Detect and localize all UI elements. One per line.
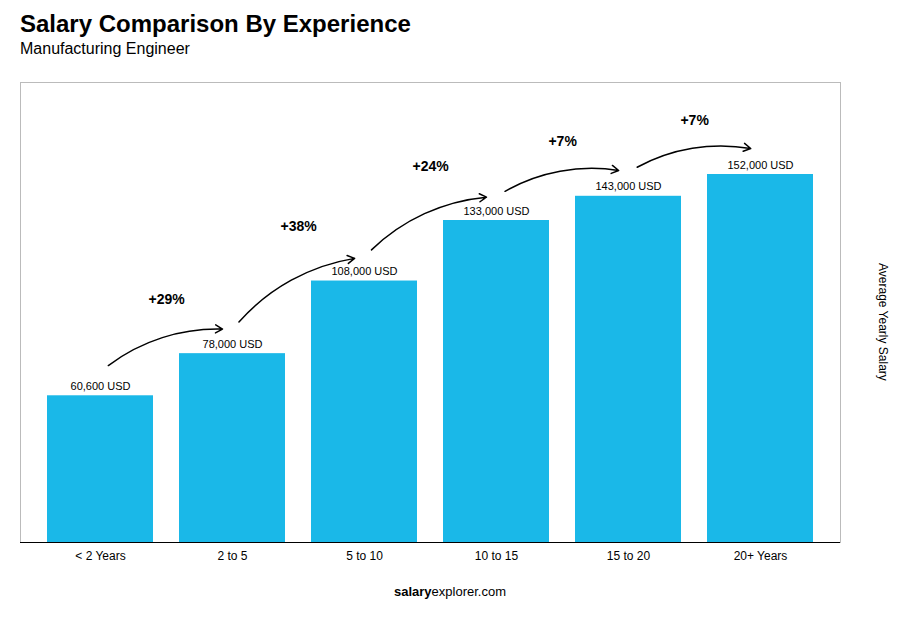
html-text:Manufacturing Engineer: Manufacturing Engineer (20, 40, 190, 57)
svg-text:5 to 10: 5 to 10 (346, 549, 383, 563)
svg-text:+24%: +24% (413, 158, 450, 174)
svg-text:+38%: +38% (281, 218, 318, 234)
html-text:Salary Comparison By Experienc: Salary Comparison By Experience (20, 10, 411, 37)
svg-text:108,000 USD: 108,000 USD (331, 265, 397, 277)
svg-text:< 2 Years: < 2 Years (75, 549, 125, 563)
svg-text:+29%: +29% (149, 291, 186, 307)
svg-text:133,000 USD: 133,000 USD (463, 205, 529, 217)
svg-text:60,600 USD: 60,600 USD (71, 380, 131, 392)
svg-text:152,000 USD: 152,000 USD (727, 159, 793, 171)
svg-text:15 to 20: 15 to 20 (607, 549, 651, 563)
html-text:Average Yearly Salary: Average Yearly Salary (876, 263, 890, 381)
svg-text:78,000 USD: 78,000 USD (203, 338, 263, 350)
html-text:salary explorer.com: salary explorer.com (394, 584, 506, 599)
svg-text:143,000 USD: 143,000 USD (595, 180, 661, 192)
svg-text:20+ Years: 20+ Years (734, 549, 788, 563)
svg-text:+7%: +7% (548, 133, 577, 149)
svg-text:2 to 5: 2 to 5 (217, 549, 247, 563)
svg-text:+7%: +7% (680, 112, 709, 128)
svg-text:10 to 15: 10 to 15 (475, 549, 519, 563)
